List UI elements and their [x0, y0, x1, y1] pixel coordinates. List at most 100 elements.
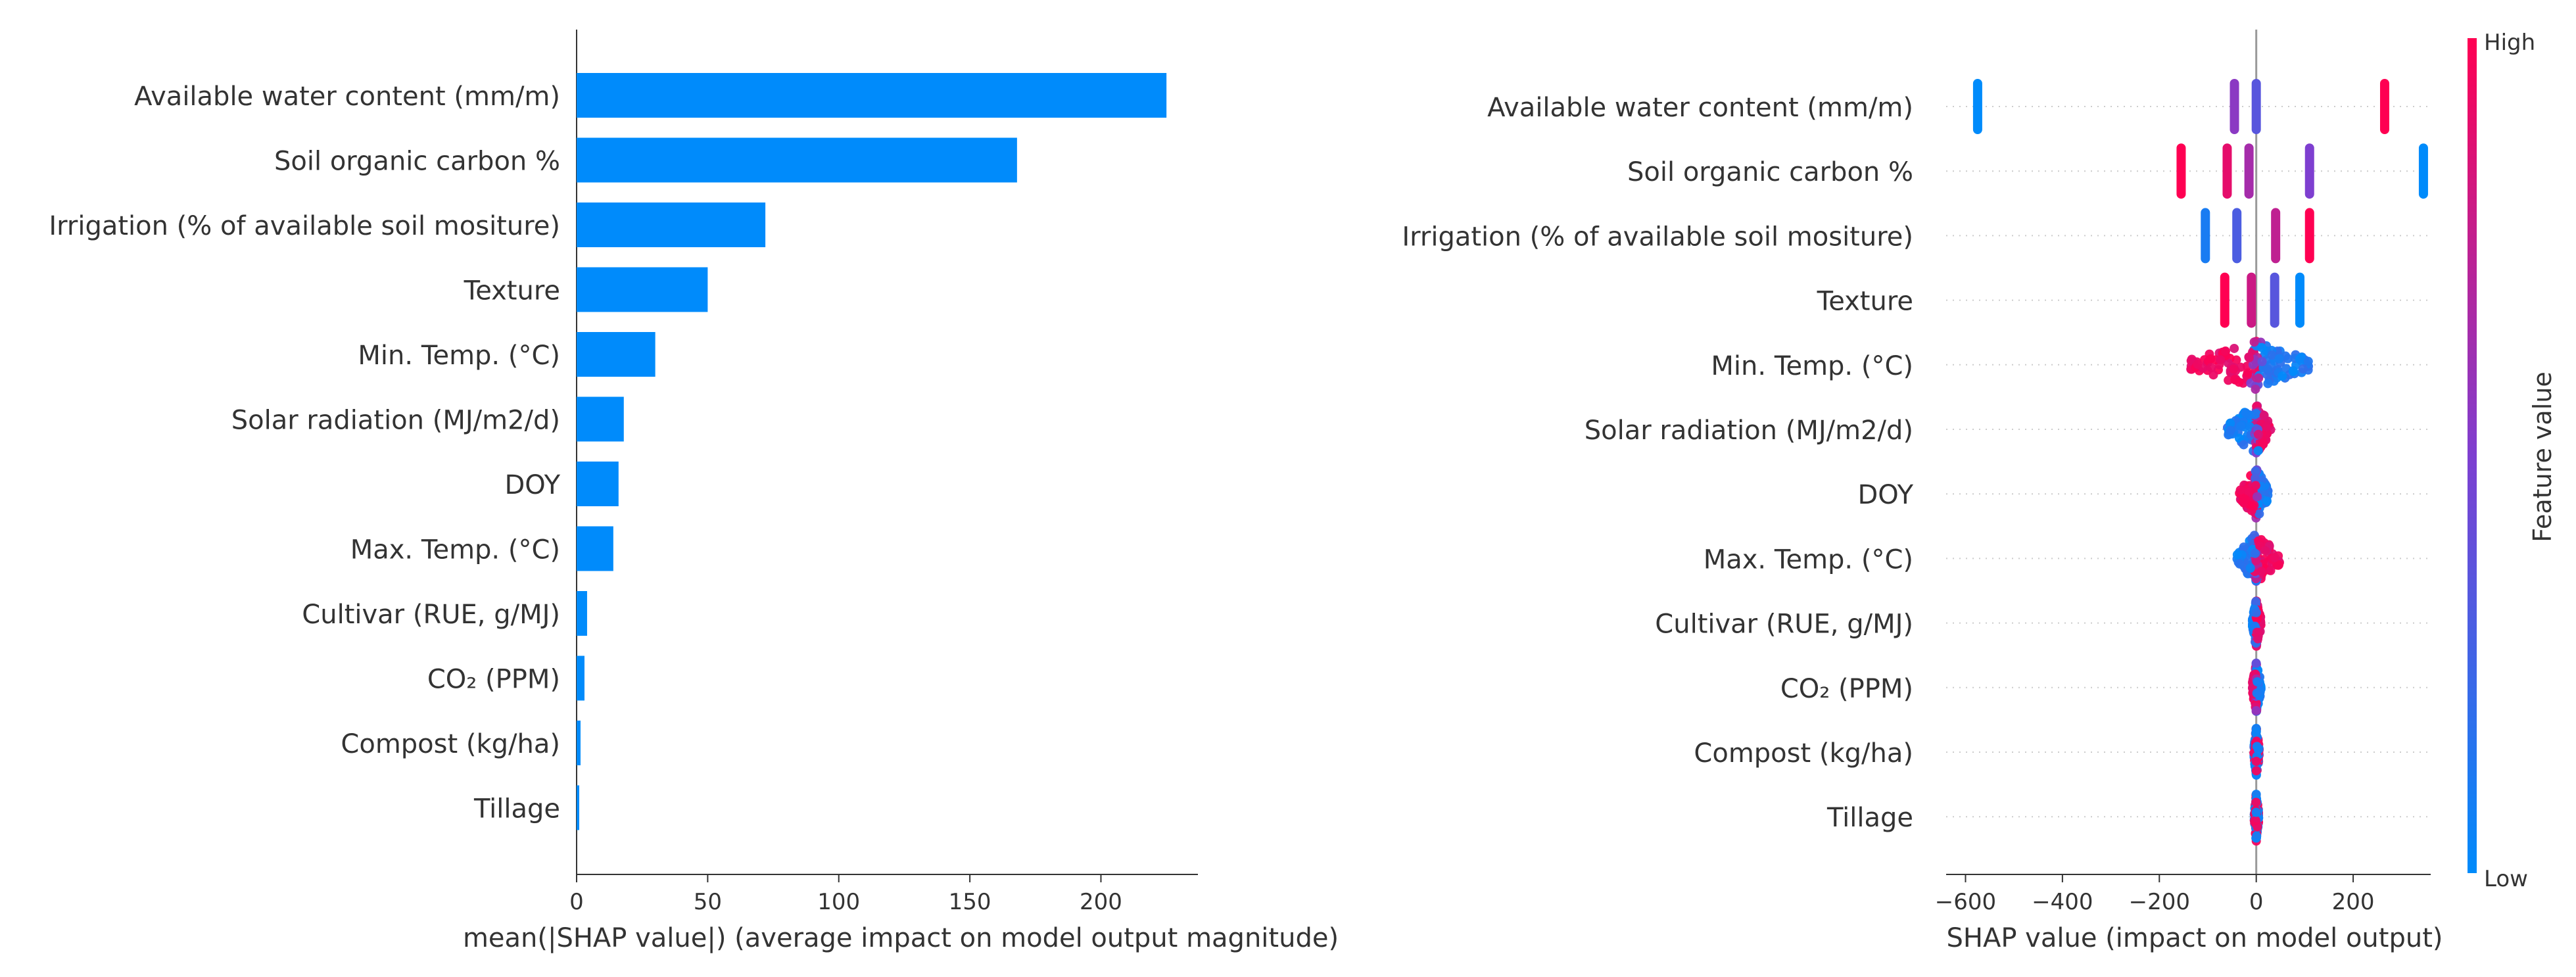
bar — [577, 332, 656, 377]
bar — [577, 462, 619, 506]
shap-point — [2251, 409, 2261, 419]
shap-point — [2251, 757, 2261, 767]
x-tick-label: 200 — [2332, 889, 2375, 915]
shap-point — [2222, 143, 2232, 199]
y-tick-label: CO₂ (PPM) — [427, 665, 560, 695]
shap-point — [2251, 766, 2261, 776]
shap-point — [2208, 370, 2218, 380]
shap-point — [2234, 377, 2244, 387]
x-tick-label: 0 — [2249, 889, 2264, 915]
shap-point — [2243, 368, 2253, 378]
shap-point — [2220, 272, 2230, 328]
y-tick-label: Compost (kg/ha) — [341, 729, 560, 759]
shap-point — [2262, 496, 2272, 506]
y-tick-label: Available water content (mm/m) — [1487, 93, 1913, 123]
shap-point — [2263, 379, 2273, 389]
x-tick-label: −200 — [2129, 889, 2190, 915]
shap-point — [2226, 418, 2235, 428]
y-tick-label: Min. Temp. (°C) — [1711, 351, 1913, 381]
shap-point — [2379, 79, 2389, 134]
shap-point — [2256, 343, 2266, 352]
shap-point — [2251, 384, 2260, 394]
y-tick-label: Soil organic carbon % — [274, 147, 560, 177]
shap-point — [2216, 355, 2226, 365]
shap-point — [2266, 565, 2276, 575]
shap-point — [2251, 548, 2260, 558]
colorbar-high-label: High — [2484, 30, 2535, 56]
shap-point — [2251, 724, 2261, 734]
shap-point — [2244, 143, 2254, 199]
shap-point — [2235, 485, 2245, 495]
bar — [577, 721, 581, 765]
shap-point — [2230, 79, 2239, 134]
y-tick-label: Texture — [464, 276, 560, 306]
shap-point — [2240, 494, 2250, 504]
x-tick-label: 100 — [817, 889, 860, 915]
shap-point — [2261, 421, 2271, 431]
x-tick-label: 0 — [569, 889, 584, 915]
shap-point — [2232, 550, 2242, 560]
colorbar-bar — [2468, 38, 2477, 873]
shap-point — [2253, 492, 2262, 502]
shap-point — [2244, 487, 2254, 497]
shap-point — [2251, 807, 2261, 817]
shap-point — [2274, 354, 2284, 364]
bar — [577, 655, 584, 701]
shap-point — [2247, 272, 2256, 328]
y-tick-label: DOY — [504, 470, 560, 500]
shap-point — [2257, 357, 2267, 367]
y-tick-label: Texture — [1817, 287, 1913, 317]
colorbar-title: Feature value — [2528, 371, 2557, 542]
shap-point — [2239, 440, 2249, 450]
shap-point — [2267, 350, 2277, 360]
shap-point — [2274, 560, 2283, 570]
y-tick-label: Soil organic carbon % — [1627, 157, 1913, 187]
y-tick-label: DOY — [1857, 480, 1913, 510]
shap-point — [2253, 677, 2262, 686]
feature-value-colorbar: High Low Feature value — [2468, 30, 2557, 892]
shap-point — [2235, 559, 2245, 569]
shap-point — [2241, 408, 2251, 417]
shap-point — [2278, 371, 2287, 381]
shap-point — [2258, 439, 2268, 448]
shap-point — [2252, 688, 2262, 698]
shap-point — [2247, 501, 2257, 511]
shap-point — [2303, 356, 2313, 366]
shap-point — [2251, 79, 2261, 134]
shap-point — [2232, 208, 2242, 264]
shap-point — [2304, 143, 2314, 199]
shap-point — [2251, 556, 2261, 565]
y-tick-label: Min. Temp. (°C) — [358, 341, 560, 371]
bar — [577, 396, 624, 442]
y-tick-label: Tillage — [473, 794, 560, 824]
shap-point — [2244, 353, 2254, 363]
shap-point — [2176, 143, 2186, 199]
bar — [577, 267, 708, 312]
shap-point — [2271, 208, 2281, 264]
x-tick-label: 150 — [949, 889, 991, 915]
shap-point — [2251, 466, 2260, 476]
y-tick-label: Solar radiation (MJ/m2/d) — [1585, 416, 1913, 446]
bar — [577, 785, 579, 830]
shap-point — [2259, 410, 2269, 420]
shap-point — [2251, 798, 2261, 807]
bar — [577, 591, 587, 636]
shap-point — [2297, 356, 2306, 366]
shap-point — [2229, 364, 2239, 374]
shap-point — [2418, 143, 2428, 199]
shap-point — [2251, 596, 2261, 606]
y-tick-label: CO₂ (PPM) — [1780, 674, 1913, 704]
y-tick-label: Irrigation (% of available soil mositure… — [1402, 222, 1913, 252]
shap-point — [2262, 364, 2272, 374]
shap-point — [2251, 481, 2260, 490]
feature-importance-bar-chart: Available water content (mm/m) Soil organ… — [49, 30, 1339, 953]
bar — [577, 526, 613, 571]
shap-point — [2206, 363, 2216, 373]
shap-point — [2256, 567, 2266, 577]
x-tick-label: 50 — [694, 889, 722, 915]
shap-point — [2270, 553, 2279, 563]
shap-point — [2245, 563, 2255, 573]
y-tick-label: Cultivar (RUE, g/MJ) — [1655, 609, 1913, 640]
shap-point — [2252, 831, 2262, 841]
x-axis-label: mean(|SHAP value|) (average impact on mo… — [463, 923, 1339, 953]
